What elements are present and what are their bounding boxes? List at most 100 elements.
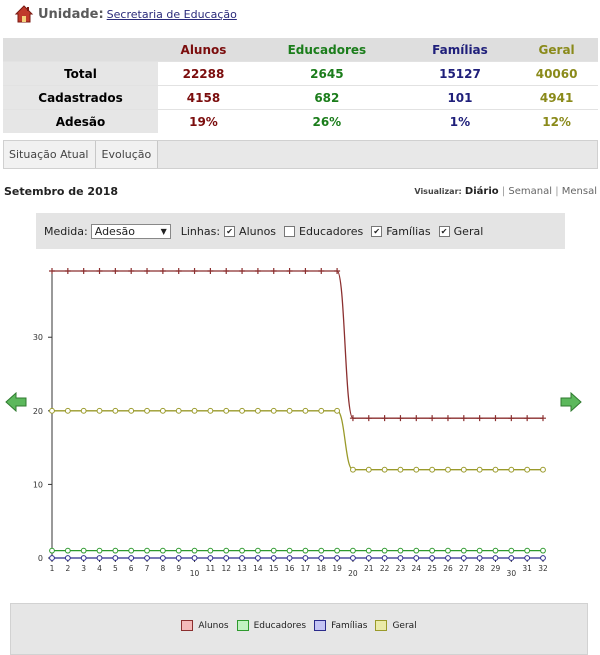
point-alunos xyxy=(429,415,436,422)
point-educadores xyxy=(334,547,340,554)
point-geral xyxy=(365,466,372,473)
checkbox-geral[interactable]: ✔ xyxy=(438,225,450,237)
point-geral xyxy=(159,407,166,414)
point-educadores xyxy=(460,547,467,554)
point-alunos xyxy=(128,268,135,274)
point-alunos xyxy=(397,415,404,422)
point-geral xyxy=(96,407,103,414)
x-tick-label: 16 xyxy=(285,564,295,573)
point-familias xyxy=(365,555,372,561)
chart-controls: Medida: Adesão ▼ Linhas: ✔ Alunos Educad… xyxy=(36,213,565,249)
point-educadores xyxy=(540,547,546,554)
point-familias xyxy=(80,555,87,561)
checkbox-familias-label: Famílias xyxy=(386,224,431,238)
point-alunos xyxy=(112,268,119,274)
point-geral xyxy=(334,407,340,414)
point-familias xyxy=(144,555,150,561)
legend-label: Famílias xyxy=(331,620,368,631)
y-tick-label: 0 xyxy=(38,554,43,563)
point-educadores xyxy=(476,547,483,554)
x-tick-label: 27 xyxy=(459,564,469,573)
medida-value: Adesão xyxy=(94,224,136,238)
legend-swatch-educadores xyxy=(236,620,249,631)
x-tick-label: 32 xyxy=(538,564,548,573)
point-alunos xyxy=(492,415,499,422)
cell-geral: 4941 xyxy=(515,85,598,110)
legend-label: Alunos xyxy=(198,620,229,631)
tab-situacao-atual[interactable]: Situação Atual xyxy=(4,141,96,168)
point-alunos xyxy=(508,415,515,422)
home-icon[interactable] xyxy=(14,4,34,24)
x-tick-label: 22 xyxy=(380,564,390,573)
legend-item-educadores[interactable]: Educadores xyxy=(236,620,307,631)
point-educadores xyxy=(381,547,388,554)
table-row: Total 22288 2645 15127 40060 xyxy=(3,61,598,86)
row-label: Adesão xyxy=(3,109,158,133)
point-alunos xyxy=(80,268,87,274)
medida-select[interactable]: Adesão ▼ xyxy=(90,223,171,239)
point-familias xyxy=(64,555,71,561)
point-educadores xyxy=(207,547,214,554)
y-tick-label: 30 xyxy=(33,333,43,342)
view-separator: | xyxy=(501,186,506,197)
view-mensal[interactable]: Mensal xyxy=(561,186,597,197)
row-label: Cadastrados xyxy=(3,85,158,110)
table-row: Cadastrados 4158 682 101 4941 xyxy=(3,85,598,110)
point-alunos xyxy=(64,268,71,274)
legend-label: Educadores xyxy=(253,620,307,631)
point-geral xyxy=(207,407,214,414)
point-geral xyxy=(64,407,71,414)
legend-item-familias[interactable]: Famílias xyxy=(314,620,367,631)
point-educadores xyxy=(80,547,87,554)
checkbox-educadores[interactable] xyxy=(284,225,296,237)
checkbox-alunos-label: Alunos xyxy=(239,224,277,238)
series-line-geral xyxy=(52,410,543,471)
arrow-left-icon[interactable] xyxy=(5,392,27,412)
point-educadores xyxy=(413,547,420,554)
x-tick-label: 18 xyxy=(316,564,326,573)
stats-header-row: Alunos Educadores Famílias Geral xyxy=(3,38,598,62)
table-row: Adesão 19% 26% 1% 12% xyxy=(3,109,598,133)
point-familias xyxy=(207,555,214,561)
point-educadores xyxy=(239,547,245,554)
col-familias: Famílias xyxy=(404,38,516,62)
point-alunos xyxy=(96,268,103,274)
point-familias xyxy=(445,555,451,561)
view-diario[interactable]: Diário xyxy=(464,186,499,197)
x-tick-label: 15 xyxy=(269,564,279,573)
point-educadores xyxy=(128,547,135,554)
tab-evolucao[interactable]: Evolução xyxy=(95,141,159,168)
y-tick-label: 20 xyxy=(33,407,43,416)
point-familias xyxy=(239,555,245,561)
x-tick-label: 1 xyxy=(50,564,55,573)
point-alunos xyxy=(334,268,341,274)
point-geral xyxy=(445,466,451,473)
point-familias xyxy=(159,555,166,561)
point-geral xyxy=(492,466,499,473)
point-geral xyxy=(460,466,467,473)
x-tick-label: 11 xyxy=(206,564,216,573)
point-familias xyxy=(334,555,340,561)
point-geral xyxy=(429,466,436,473)
checkbox-alunos[interactable]: ✔ xyxy=(224,225,236,237)
point-geral xyxy=(350,466,356,473)
point-geral xyxy=(476,466,483,473)
legend-item-geral[interactable]: Geral xyxy=(375,620,417,631)
x-tick-label: 23 xyxy=(396,564,406,573)
checkbox-educadores-label: Educadores xyxy=(299,224,364,238)
checkbox-familias[interactable]: ✔ xyxy=(371,225,383,237)
col-alunos: Alunos xyxy=(158,38,249,62)
point-alunos xyxy=(254,268,261,274)
point-geral xyxy=(255,407,261,414)
point-alunos xyxy=(49,268,55,274)
point-educadores xyxy=(286,547,293,554)
point-familias xyxy=(191,555,198,561)
view-semanal[interactable]: Semanal xyxy=(508,186,553,197)
unidade-link[interactable]: Secretaria de Educação xyxy=(106,7,237,21)
arrow-right-icon[interactable] xyxy=(560,392,582,412)
legend-item-alunos[interactable]: Alunos xyxy=(181,620,229,631)
x-tick-label: 3 xyxy=(81,564,86,573)
point-educadores xyxy=(159,547,166,554)
stats-table: Alunos Educadores Famílias Geral Total 2… xyxy=(3,38,598,133)
col-geral: Geral xyxy=(515,38,598,62)
